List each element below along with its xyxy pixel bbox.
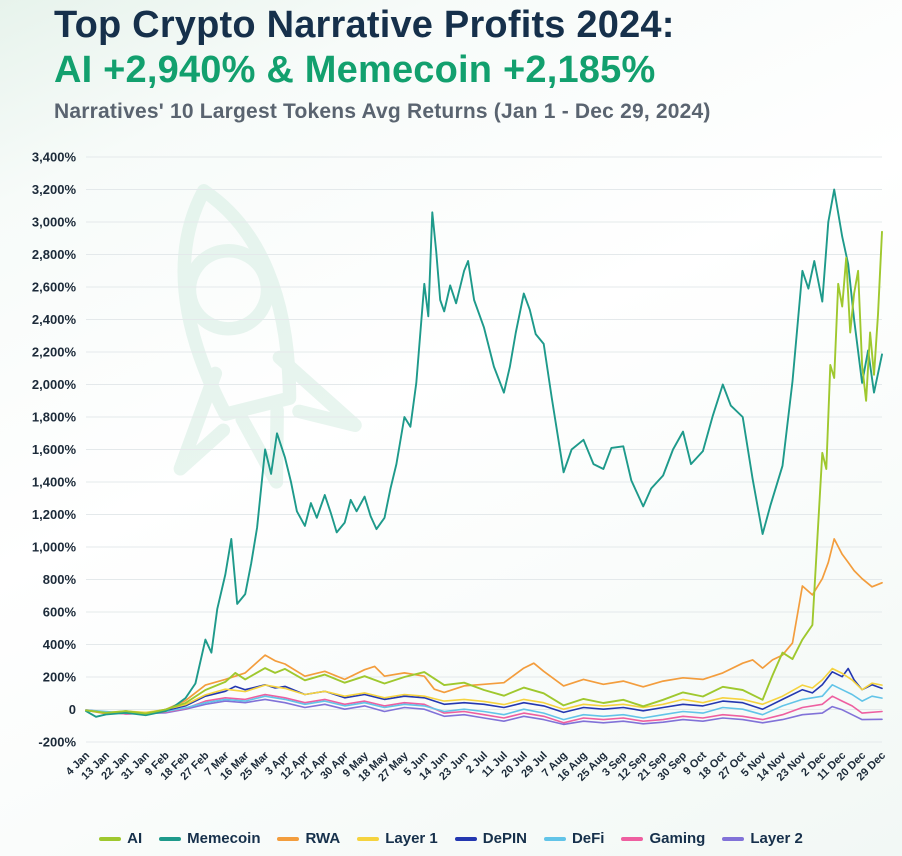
series-line-layer-2 [85, 698, 883, 726]
y-axis-tick-label: -200% [38, 735, 76, 750]
legend-swatch-layer-2 [722, 836, 745, 841]
y-axis-tick-label: 1,800% [32, 410, 77, 425]
series-line-depin [85, 667, 883, 714]
y-axis-tick-label: 3,200% [32, 182, 77, 197]
y-axis-tick-label: 1,400% [32, 475, 77, 490]
legend-label-rwa: RWA [305, 830, 341, 847]
legend-label-ai: AI [127, 830, 143, 847]
series-line-memecoin [85, 188, 883, 718]
series-line-defi [85, 684, 883, 721]
legend-item-depin: DePIN [454, 830, 527, 847]
header: Top Crypto Narrative Profits 2024: AI +2… [54, 4, 886, 124]
legend-item-memecoin: Memecoin [159, 830, 260, 847]
legend-item-layer-1: Layer 1 [357, 830, 438, 847]
legend-label-gaming: Gaming [649, 830, 706, 847]
series-line-gaming [85, 693, 883, 724]
y-axis-tick-label: 2,200% [32, 345, 77, 360]
legend-swatch-rwa [277, 836, 300, 841]
y-axis-tick-label: 3,000% [32, 215, 77, 230]
legend-item-defi: DeFi [543, 830, 605, 847]
legend-item-rwa: RWA [277, 830, 340, 847]
y-axis-tick-label: 1,600% [32, 442, 77, 457]
legend-swatch-layer-1 [357, 836, 380, 841]
y-axis-tick-label: 2,000% [32, 377, 77, 392]
y-axis-tick-label: 2,400% [32, 312, 77, 327]
page-title-line-2: AI +2,940% & Memecoin +2,185% [54, 48, 656, 91]
legend-item-gaming: Gaming [621, 830, 705, 847]
series-line-ai [85, 230, 883, 715]
chart-area: -200% 0 200% 400% 600% 800% 1,000% 1,200% 1,400%… [0, 140, 902, 818]
legend-label-memecoin: Memecoin [187, 830, 261, 847]
chart-subtitle: Narratives' 10 Largest Tokens Avg Return… [54, 100, 711, 124]
y-axis-tick-label: 600% [43, 605, 77, 620]
y-axis-tick-label: 400% [43, 637, 77, 652]
legend-label-layer-1: Layer 1 [385, 830, 438, 847]
legend-swatch-ai [99, 836, 122, 841]
legend-label-defi: DeFi [571, 830, 605, 847]
y-axis-tick-label: 1,200% [32, 507, 77, 522]
legend-label-layer-2: Layer 2 [750, 830, 803, 847]
y-axis-tick-label: 200% [43, 670, 77, 685]
legend-label-depin: DePIN [482, 830, 527, 847]
legend-swatch-depin [454, 836, 477, 841]
legend-swatch-gaming [621, 836, 644, 841]
y-axis-tick-label: 2,600% [32, 280, 77, 295]
y-axis-tick-label: 3,400% [32, 150, 77, 165]
y-axis-tick-label: 1,000% [32, 540, 77, 555]
series-line-rwa [85, 538, 883, 715]
legend: AI Memecoin RWA Layer 1 DePIN DeFi Gaming Layer… [0, 830, 902, 847]
legend-item-layer-2: Layer 2 [722, 830, 803, 847]
chart-canvas: -200% 0 200% 400% 600% 800% 1,000% 1,200% 1,400%… [32, 150, 888, 785]
series-line-layer-1 [85, 667, 883, 714]
y-axis-tick-label: 2,800% [32, 247, 77, 262]
legend-swatch-memecoin [159, 836, 182, 841]
legend-item-ai: AI [99, 830, 142, 847]
y-axis-tick-label: 0 [69, 702, 76, 717]
legend-swatch-defi [543, 836, 566, 841]
page-title-line-1: Top Crypto Narrative Profits 2024: [54, 4, 675, 46]
y-axis-tick-label: 800% [43, 572, 77, 587]
